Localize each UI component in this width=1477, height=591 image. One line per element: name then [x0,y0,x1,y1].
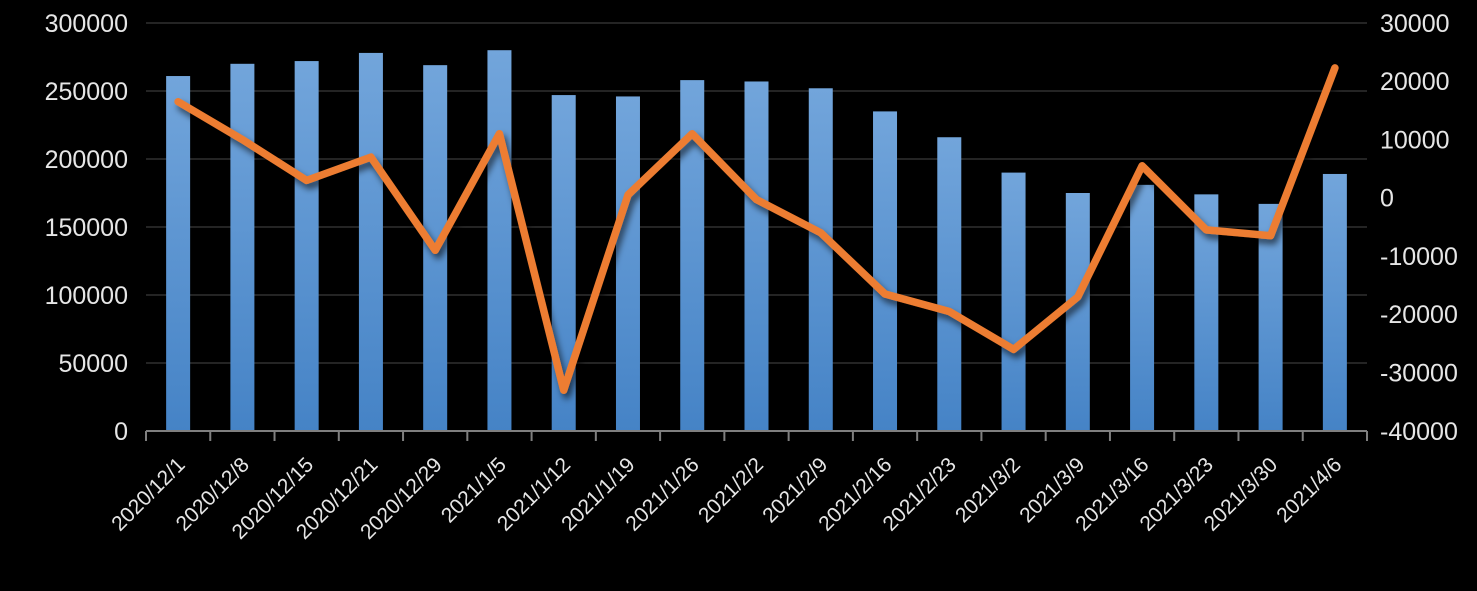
bar-2021/2/23 [937,137,962,432]
right-axis-label: -40000 [1380,418,1458,446]
right-axis-label: 30000 [1380,10,1450,38]
line-series [174,64,1339,394]
line-series-layer [174,64,1339,394]
x-axis-category-label: 2021/4/6 [1272,453,1346,527]
left-axis-label: 50000 [58,350,128,378]
right-axis-label: 10000 [1380,126,1450,154]
bar-series-layer [166,50,1347,432]
axis-layer [145,430,1368,441]
bar-2021/3/2 [1001,172,1026,431]
right-axis-label: 20000 [1380,68,1450,96]
bar-2020/12/8 [230,63,255,432]
left-axis-label: 300000 [45,10,128,38]
bar-2021/3/16 [1130,184,1155,431]
left-axis-label: 150000 [45,214,128,242]
bar-2020/12/1 [166,76,191,431]
right-axis-label: -10000 [1380,243,1458,271]
bar-2021/2/9 [808,88,833,431]
bar-2021/2/2 [744,81,769,431]
bar-2020/12/21 [358,52,383,432]
right-axis-label: -30000 [1380,359,1458,387]
bar-2020/12/15 [294,61,319,431]
bar-2021/1/19 [615,96,640,431]
x-axis-category-label: 2021/2/2 [694,453,768,527]
right-axis-label: 0 [1380,185,1394,213]
bar-2021/2/16 [873,111,898,432]
bar-2021/1/5 [487,50,512,431]
left-axis-label: 250000 [45,78,128,106]
left-axis-label: 0 [114,418,128,446]
x-axis-category-label: 2021/3/2 [951,453,1025,527]
bar-2021/3/9 [1065,193,1090,431]
left-axis-label: 100000 [45,282,128,310]
left-axis-label: 200000 [45,146,128,174]
bar-2021/4/6 [1322,173,1347,431]
bar-2021/3/30 [1258,203,1283,431]
right-axis-label: -20000 [1380,301,1458,329]
